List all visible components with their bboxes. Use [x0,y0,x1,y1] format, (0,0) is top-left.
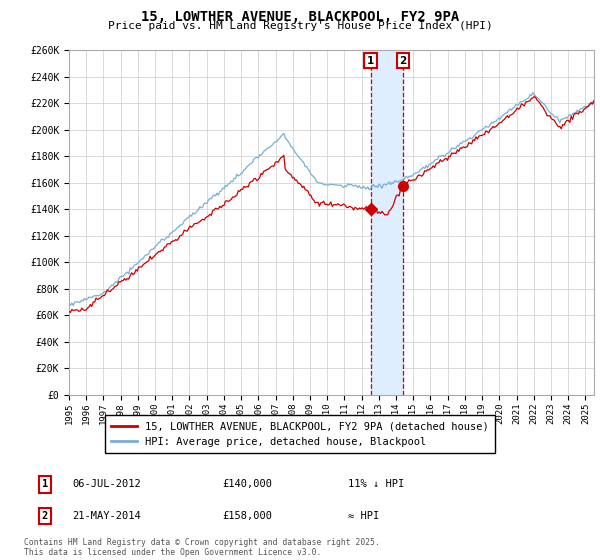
Text: 21-MAY-2014: 21-MAY-2014 [72,511,141,521]
Bar [371,50,403,395]
Text: £140,000: £140,000 [222,479,272,489]
Legend: 15, LOWTHER AVENUE, BLACKPOOL, FY2 9PA (detached house), HPI: Average price, det: 15, LOWTHER AVENUE, BLACKPOOL, FY2 9PA (… [104,415,496,453]
Text: ≈ HPI: ≈ HPI [348,511,379,521]
Text: 15, LOWTHER AVENUE, BLACKPOOL, FY2 9PA: 15, LOWTHER AVENUE, BLACKPOOL, FY2 9PA [141,10,459,24]
Text: 2: 2 [399,55,406,66]
Text: Contains HM Land Registry data © Crown copyright and database right 2025.
This d: Contains HM Land Registry data © Crown c… [24,538,380,557]
Text: 11% ↓ HPI: 11% ↓ HPI [348,479,404,489]
Text: 2: 2 [42,511,48,521]
Text: 06-JUL-2012: 06-JUL-2012 [72,479,141,489]
Text: 1: 1 [42,479,48,489]
Text: Price paid vs. HM Land Registry's House Price Index (HPI): Price paid vs. HM Land Registry's House … [107,21,493,31]
Text: 1: 1 [367,55,374,66]
Text: £158,000: £158,000 [222,511,272,521]
